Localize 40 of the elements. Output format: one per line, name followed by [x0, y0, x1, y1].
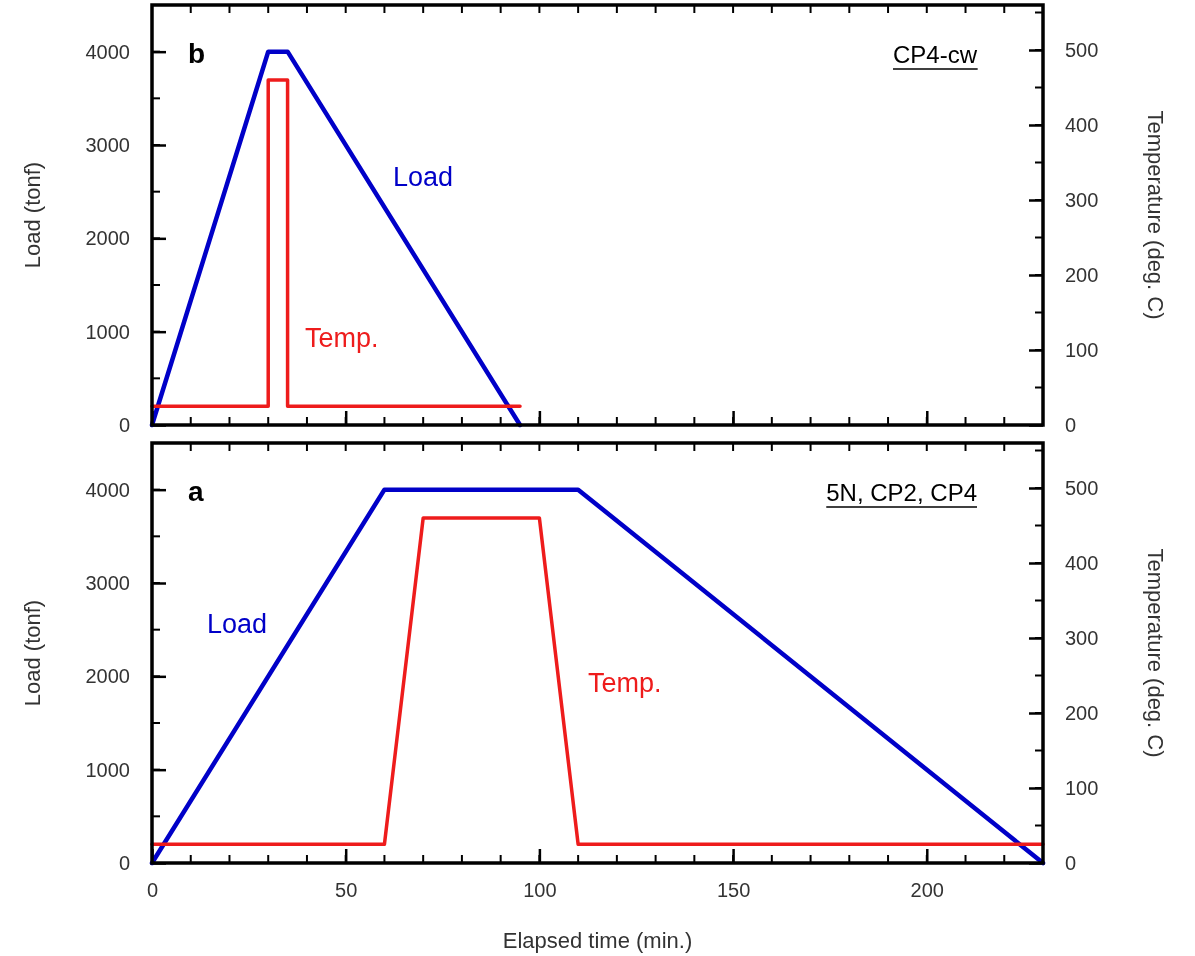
y2-tick-label: 400 — [1065, 113, 1099, 136]
y-tick-label: 2000 — [85, 665, 130, 688]
y-tick-label: 3000 — [85, 133, 130, 156]
y-axis-title: Load (tonf) — [20, 161, 45, 269]
y2-tick-label: 300 — [1065, 188, 1099, 211]
y2-tick-label: 500 — [1065, 38, 1099, 61]
x-tick-label: 200 — [910, 879, 944, 902]
annotation: 5N, CP2, CP4 — [826, 479, 977, 506]
y2-tick-label: 400 — [1065, 551, 1099, 574]
y-tick-label: 0 — [118, 413, 130, 436]
x-tick-label: 150 — [716, 879, 751, 902]
y2-tick-label: 200 — [1065, 263, 1099, 286]
y2-tick-label: 300 — [1065, 626, 1099, 649]
series-label: Temp. — [305, 323, 379, 353]
y-tick-label: 3000 — [85, 571, 130, 594]
x-tick-label: 50 — [335, 879, 358, 902]
y-tick-label: 2000 — [85, 227, 130, 250]
annotation: b — [188, 38, 206, 69]
y-tick-label: 0 — [118, 851, 130, 874]
y2-tick-label: 500 — [1065, 476, 1099, 499]
series-label: Load — [393, 162, 454, 192]
x-tick-label: 0 — [146, 879, 159, 902]
series-label: Temp. — [588, 668, 662, 698]
y-tick-label: 1000 — [85, 320, 130, 343]
y2-tick-label: 100 — [1065, 776, 1099, 799]
series-label: Load — [207, 609, 268, 639]
y2-tick-label: 0 — [1065, 851, 1077, 874]
y-tick-label: 4000 — [85, 478, 130, 501]
annotation: a — [188, 476, 204, 507]
y2-tick-label: 0 — [1065, 413, 1077, 436]
y-tick-label: 4000 — [85, 40, 130, 63]
y-axis-title: Load (tonf) — [20, 599, 45, 707]
y2-tick-label: 100 — [1065, 338, 1099, 361]
y2-tick-label: 200 — [1065, 701, 1099, 724]
y2-axis-title: Temperature (deg. C) — [1143, 110, 1168, 320]
x-axis-title: Elapsed time (min.) — [502, 928, 693, 953]
y-tick-label: 1000 — [85, 758, 130, 781]
y2-axis-title: Temperature (deg. C) — [1143, 548, 1168, 758]
x-tick-label: 100 — [523, 879, 557, 902]
annotation: CP4-cw — [892, 41, 978, 68]
